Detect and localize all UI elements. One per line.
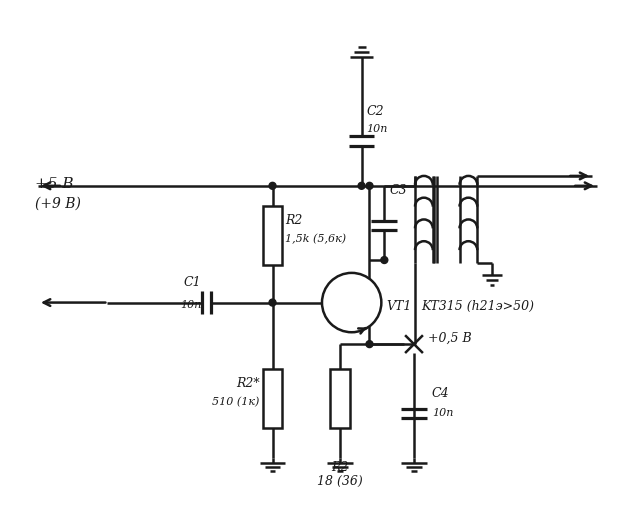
- Circle shape: [381, 257, 388, 264]
- Text: 510 (1к): 510 (1к): [213, 397, 259, 408]
- Bar: [330, 369, 350, 428]
- Bar: [263, 369, 282, 428]
- Bar: [263, 205, 282, 265]
- Text: C1: C1: [184, 276, 202, 289]
- Text: C3: C3: [389, 184, 407, 197]
- Text: +5 B: +5 B: [35, 177, 74, 191]
- Circle shape: [269, 299, 276, 306]
- Circle shape: [366, 182, 373, 189]
- Text: KT315 (h21э>50): KT315 (h21э>50): [421, 300, 534, 313]
- Text: 10n: 10n: [180, 300, 202, 310]
- Text: C4: C4: [432, 387, 449, 400]
- Text: R2: R2: [286, 214, 303, 227]
- Text: R2*: R2*: [236, 377, 259, 390]
- Text: VT1: VT1: [386, 300, 412, 313]
- Text: 18 (36): 18 (36): [317, 475, 363, 488]
- Circle shape: [366, 341, 373, 347]
- Text: R2: R2: [331, 461, 349, 474]
- Circle shape: [322, 273, 381, 332]
- Text: +0,5 B: +0,5 B: [428, 332, 471, 345]
- Text: 10n: 10n: [432, 408, 453, 418]
- Text: C2: C2: [367, 105, 384, 118]
- Text: 1,5k (5,6к): 1,5k (5,6к): [286, 234, 347, 244]
- Text: (+9 B): (+9 B): [35, 196, 81, 211]
- Circle shape: [269, 182, 276, 189]
- Circle shape: [358, 182, 365, 189]
- Text: 10n: 10n: [367, 124, 388, 135]
